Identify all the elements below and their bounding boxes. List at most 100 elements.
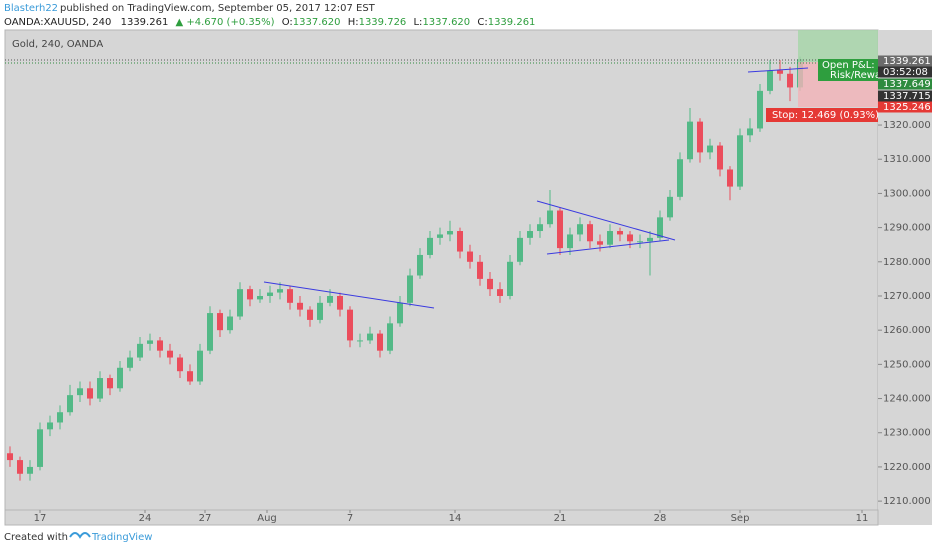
- candle-body: [287, 289, 293, 303]
- candle-body: [97, 378, 103, 399]
- y-tick-label: 1290.000: [883, 223, 931, 234]
- candle-body: [117, 367, 123, 389]
- x-tick-label: 21: [554, 513, 567, 524]
- axis-label-box: [878, 101, 932, 113]
- candle-body: [417, 254, 423, 276]
- candle-body: [57, 412, 63, 423]
- candle-body: [47, 422, 53, 430]
- candle-body: [467, 251, 473, 262]
- candle-body: [747, 128, 753, 136]
- axis-label-box: [878, 90, 932, 102]
- candle-body: [757, 90, 763, 129]
- candle-body: [657, 217, 663, 238]
- x-tick-label: 7: [347, 513, 353, 524]
- candle-body: [477, 261, 483, 279]
- candle-body: [347, 309, 353, 341]
- candle-body: [737, 135, 743, 187]
- plot: 1210.000 1220.000 1230.000 1240.000 1250.000…: [7, 56, 931, 524]
- x-tick-label: 14: [449, 513, 462, 524]
- x-tick-label: Sep: [731, 513, 750, 524]
- candle-body: [187, 371, 193, 382]
- candle-body: [577, 224, 583, 235]
- y-tick-label: 1250.000: [883, 359, 931, 370]
- plot-area: [4, 29, 879, 511]
- candle-body: [107, 378, 113, 389]
- candle-body: [727, 169, 733, 187]
- y-tick-label: 1310.000: [883, 154, 931, 165]
- trend-line: [536, 200, 676, 241]
- candle-body: [637, 241, 643, 243]
- candle-body: [607, 231, 613, 245]
- axis-label-box: [878, 66, 932, 78]
- candle-body: [277, 289, 283, 293]
- candle-body: [7, 453, 13, 461]
- candle-body: [307, 309, 313, 320]
- candle-body: [87, 388, 93, 399]
- candle-body: [407, 275, 413, 303]
- axis-label: 1339.261: [883, 56, 931, 67]
- candle-body: [767, 70, 773, 91]
- ohlc-value: 1337.620: [422, 17, 470, 28]
- candle-body: [437, 234, 443, 238]
- axis-label-box: [878, 78, 932, 90]
- x-tick-label: Aug: [257, 513, 277, 524]
- ohlc-key: C:: [477, 17, 487, 28]
- candle-body: [167, 350, 173, 358]
- publisher[interactable]: Blasterh22: [4, 3, 58, 14]
- published: published on TradingView.com, September …: [60, 3, 376, 14]
- x-tick-label: 24: [139, 513, 152, 524]
- candle-body: [527, 231, 533, 238]
- ohlc-key: L:: [413, 17, 422, 28]
- candle-body: [587, 224, 593, 242]
- time-axis: [4, 509, 879, 526]
- ohlc-value: 1339.726: [359, 17, 407, 28]
- x-tick-label: 11: [856, 513, 869, 524]
- candle-body: [217, 313, 223, 331]
- trend-line: [747, 67, 809, 73]
- ohlc-key: O:: [282, 17, 293, 28]
- candle-body: [317, 302, 323, 320]
- candle-body: [507, 261, 513, 296]
- candle-body: [717, 145, 723, 170]
- trend-line: [263, 281, 435, 309]
- candle-body: [67, 395, 73, 413]
- candle-body: [27, 466, 33, 474]
- candle-body: [627, 234, 633, 242]
- x-tick-label: 28: [654, 513, 667, 524]
- candle-body: [247, 289, 253, 300]
- axis-label-box: [878, 55, 932, 67]
- candle-body: [677, 159, 683, 197]
- ohlc-value: 1337.620: [293, 17, 341, 28]
- candle-body: [147, 340, 153, 344]
- candle-body: [487, 278, 493, 290]
- y-tick-label: 1280.000: [883, 257, 931, 268]
- candle-body: [697, 121, 703, 153]
- candle-body: [457, 231, 463, 252]
- last: 1339.261: [121, 17, 169, 28]
- candle-body: [207, 313, 213, 351]
- candle-body: [327, 295, 333, 303]
- axis-label: 1337.715: [883, 91, 931, 102]
- candle-body: [557, 210, 563, 249]
- candle-body: [517, 237, 523, 262]
- footer-created: Created with: [4, 532, 68, 543]
- candle-body: [267, 292, 273, 296]
- stop-box: [766, 108, 878, 122]
- y-tick-label: 1230.000: [883, 428, 931, 439]
- y-tick-label: 1260.000: [883, 325, 931, 336]
- risk-label: Risk/Rewa: [830, 70, 881, 81]
- chart-title: Gold, 240, OANDA: [12, 39, 103, 50]
- x-tick-label: 17: [34, 513, 47, 524]
- candle-body: [257, 295, 263, 300]
- pnl-label: Open P&L: 1: [822, 60, 884, 71]
- y-tick-label: 1220.000: [883, 462, 931, 473]
- y-tick-label: 1270.000: [883, 291, 931, 302]
- candle-body: [197, 350, 203, 382]
- ohlc-key: H:: [348, 17, 359, 28]
- change: ▲ +4.670 (+0.35%): [176, 17, 275, 28]
- trend-line: [546, 239, 670, 255]
- footer-brand[interactable]: TradingView: [91, 532, 152, 543]
- candle-body: [17, 460, 23, 474]
- candle-body: [127, 357, 133, 368]
- y-tick-label: 1300.000: [883, 188, 931, 199]
